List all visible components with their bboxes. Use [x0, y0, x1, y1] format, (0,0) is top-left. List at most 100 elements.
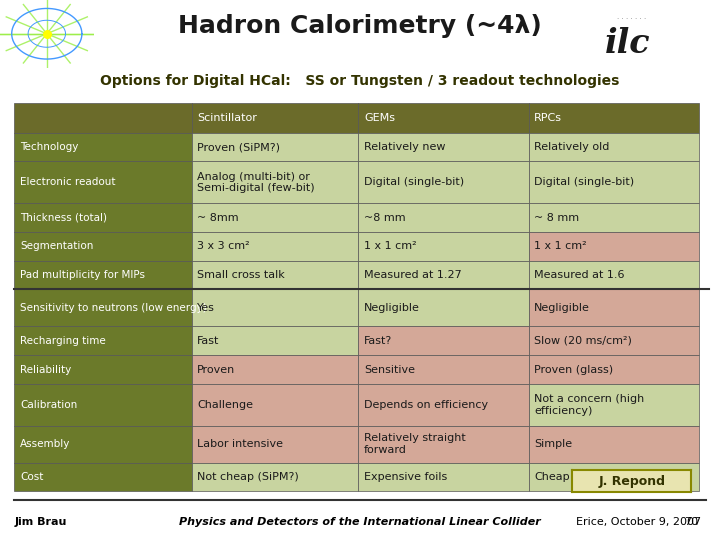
Text: Relatively straight
forward: Relatively straight forward: [364, 433, 466, 455]
Text: Negligible: Negligible: [534, 303, 590, 313]
Text: Depends on efficiency: Depends on efficiency: [364, 400, 488, 410]
Text: Assembly: Assembly: [20, 439, 71, 449]
Text: Pad multiplicity for MIPs: Pad multiplicity for MIPs: [20, 270, 145, 280]
Point: [41, 29, 53, 38]
FancyBboxPatch shape: [359, 203, 528, 232]
FancyBboxPatch shape: [14, 203, 192, 232]
FancyBboxPatch shape: [14, 426, 192, 463]
Text: Proven (SiPM?): Proven (SiPM?): [197, 142, 280, 152]
Text: Digital (single-bit): Digital (single-bit): [364, 177, 464, 187]
Text: Relatively new: Relatively new: [364, 142, 446, 152]
FancyBboxPatch shape: [528, 426, 699, 463]
FancyBboxPatch shape: [192, 384, 359, 426]
FancyBboxPatch shape: [528, 203, 699, 232]
FancyBboxPatch shape: [192, 326, 359, 355]
Text: Slow (20 ms/cm²): Slow (20 ms/cm²): [534, 336, 632, 346]
Text: Electronic readout: Electronic readout: [20, 177, 115, 187]
Text: Simple: Simple: [534, 439, 572, 449]
FancyBboxPatch shape: [192, 261, 359, 289]
FancyBboxPatch shape: [359, 326, 528, 355]
Text: Segmentation: Segmentation: [20, 241, 94, 251]
Text: Measured at 1.27: Measured at 1.27: [364, 270, 462, 280]
FancyBboxPatch shape: [359, 289, 528, 326]
FancyBboxPatch shape: [528, 289, 699, 326]
FancyBboxPatch shape: [192, 133, 359, 161]
Text: Jim Brau: Jim Brau: [14, 517, 67, 526]
FancyBboxPatch shape: [528, 232, 699, 261]
Text: Thickness (total): Thickness (total): [20, 213, 107, 222]
FancyBboxPatch shape: [528, 261, 699, 289]
Text: 70: 70: [684, 517, 698, 526]
Text: Recharging time: Recharging time: [20, 336, 106, 346]
Text: Technology: Technology: [20, 142, 78, 152]
Text: Negligible: Negligible: [364, 303, 420, 313]
FancyBboxPatch shape: [359, 426, 528, 463]
Text: RPCs: RPCs: [534, 113, 562, 123]
Text: Cheap: Cheap: [534, 472, 570, 482]
Text: Analog (multi-bit) or
Semi-digital (few-bit): Analog (multi-bit) or Semi-digital (few-…: [197, 172, 315, 193]
Text: 3 x 3 cm²: 3 x 3 cm²: [197, 241, 250, 251]
Text: ~ 8mm: ~ 8mm: [197, 213, 239, 222]
FancyBboxPatch shape: [14, 261, 192, 289]
Text: Erice, October 9, 2007: Erice, October 9, 2007: [576, 517, 701, 526]
Text: . . . . . . .: . . . . . . .: [617, 14, 647, 20]
Text: Expensive foils: Expensive foils: [364, 472, 447, 482]
FancyBboxPatch shape: [528, 463, 699, 491]
FancyBboxPatch shape: [359, 384, 528, 426]
Text: Not cheap (SiPM?): Not cheap (SiPM?): [197, 472, 299, 482]
FancyBboxPatch shape: [359, 161, 528, 203]
FancyBboxPatch shape: [14, 463, 192, 491]
Text: Scintillator: Scintillator: [197, 113, 257, 123]
Text: Cost: Cost: [20, 472, 43, 482]
Text: Fast?: Fast?: [364, 336, 392, 346]
FancyBboxPatch shape: [528, 133, 699, 161]
FancyBboxPatch shape: [14, 289, 192, 326]
Text: Calibration: Calibration: [20, 400, 77, 410]
Text: Measured at 1.6: Measured at 1.6: [534, 270, 625, 280]
Text: Relatively old: Relatively old: [534, 142, 610, 152]
Text: Hadron Calorimetry (~4λ): Hadron Calorimetry (~4λ): [178, 14, 542, 38]
Text: Options for Digital HCal:   SS or Tungsten / 3 readout technologies: Options for Digital HCal: SS or Tungsten…: [100, 74, 620, 88]
FancyBboxPatch shape: [528, 326, 699, 355]
Text: ilc: ilc: [606, 28, 651, 60]
Text: Digital (single-bit): Digital (single-bit): [534, 177, 634, 187]
FancyBboxPatch shape: [192, 463, 359, 491]
FancyBboxPatch shape: [14, 161, 192, 203]
Text: 1 x 1 cm²: 1 x 1 cm²: [534, 241, 587, 251]
Text: J. Repond: J. Repond: [598, 475, 665, 488]
Text: 1 x 1 cm²: 1 x 1 cm²: [364, 241, 416, 251]
FancyBboxPatch shape: [359, 232, 528, 261]
FancyBboxPatch shape: [14, 384, 192, 426]
FancyBboxPatch shape: [14, 232, 192, 261]
FancyBboxPatch shape: [192, 355, 359, 384]
FancyBboxPatch shape: [359, 463, 528, 491]
FancyBboxPatch shape: [528, 103, 699, 133]
FancyBboxPatch shape: [192, 103, 359, 133]
FancyBboxPatch shape: [192, 426, 359, 463]
Text: Proven: Proven: [197, 364, 235, 375]
FancyBboxPatch shape: [359, 103, 528, 133]
Text: Sensitive: Sensitive: [364, 364, 415, 375]
Text: Yes: Yes: [197, 303, 215, 313]
Text: ~ 8 mm: ~ 8 mm: [534, 213, 579, 222]
FancyBboxPatch shape: [14, 326, 192, 355]
Text: Reliability: Reliability: [20, 364, 71, 375]
FancyBboxPatch shape: [14, 355, 192, 384]
Text: Fast: Fast: [197, 336, 220, 346]
FancyBboxPatch shape: [192, 232, 359, 261]
FancyBboxPatch shape: [528, 384, 699, 426]
Text: Physics and Detectors of the International Linear Collider: Physics and Detectors of the Internation…: [179, 517, 541, 526]
FancyBboxPatch shape: [192, 289, 359, 326]
FancyBboxPatch shape: [14, 103, 192, 133]
Text: Not a concern (high
efficiency): Not a concern (high efficiency): [534, 394, 644, 416]
FancyBboxPatch shape: [528, 355, 699, 384]
Text: Challenge: Challenge: [197, 400, 253, 410]
FancyBboxPatch shape: [359, 261, 528, 289]
Text: ~8 mm: ~8 mm: [364, 213, 405, 222]
FancyBboxPatch shape: [359, 133, 528, 161]
Text: Sensitivity to neutrons (low energy): Sensitivity to neutrons (low energy): [20, 303, 207, 313]
Text: GEMs: GEMs: [364, 113, 395, 123]
FancyBboxPatch shape: [359, 355, 528, 384]
Text: Proven (glass): Proven (glass): [534, 364, 613, 375]
FancyBboxPatch shape: [192, 203, 359, 232]
